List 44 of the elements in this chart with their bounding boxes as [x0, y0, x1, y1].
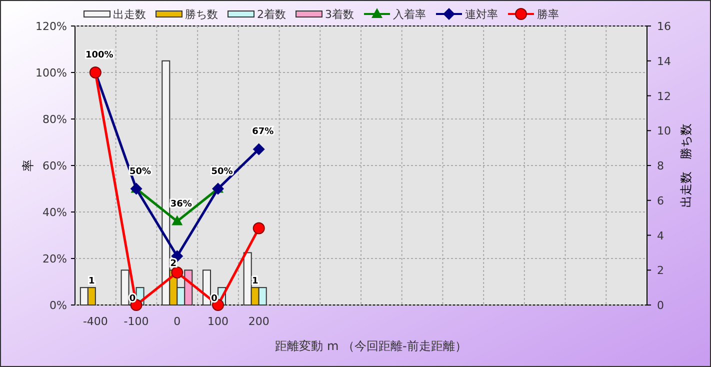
- y2-tick-label: 16: [657, 20, 671, 33]
- bar: [202, 270, 211, 306]
- data-label: 1: [252, 276, 258, 287]
- legend-label: 出走数: [113, 8, 146, 21]
- point: [252, 143, 265, 156]
- y2-tick-label: 8: [657, 160, 664, 172]
- y-tick-label: 0%: [50, 299, 67, 312]
- legend-label: 勝ち数: [185, 8, 218, 21]
- y2-tick-label: 4: [657, 229, 664, 242]
- data-label: 100%: [86, 50, 114, 60]
- data-label: 50%: [211, 166, 233, 177]
- data-label: 2: [170, 259, 177, 270]
- data-label: 67%: [252, 127, 274, 138]
- y2-axis-title: 出走数 勝ち数: [679, 124, 693, 208]
- point: [171, 266, 184, 278]
- x-tick-label: 200: [248, 315, 270, 328]
- legend-label: 勝率: [537, 8, 559, 21]
- bar: [120, 270, 130, 306]
- x-tick-label: -400: [82, 315, 108, 328]
- legend-label: 3着数: [325, 8, 354, 21]
- x-tick-label: -100: [124, 315, 149, 328]
- y-tick-label: 40%: [42, 206, 67, 219]
- data-label: 36%: [170, 199, 192, 210]
- point: [252, 222, 265, 234]
- y2-tick-label: 2: [657, 264, 664, 278]
- y2-tick-label: 0: [657, 299, 664, 312]
- legend-label: 2着数: [257, 8, 286, 21]
- y2-tick-label: 6: [657, 194, 664, 208]
- x-axis-title: 距離変動 m （今回距離-前走距離）: [275, 339, 467, 353]
- x-tick-label: 100: [208, 315, 228, 328]
- y-tick-label: 20%: [42, 252, 67, 266]
- y-tick-label: 120%: [36, 20, 67, 33]
- y-tick-label: 60%: [42, 160, 67, 172]
- x-tick-label: 0: [174, 315, 181, 328]
- point: [172, 215, 183, 226]
- legend-label: 連対率: [465, 8, 498, 21]
- y-tick-label: 80%: [42, 113, 67, 126]
- y-axis-title: 率: [21, 160, 35, 172]
- y2-tick-label: 12: [657, 90, 671, 103]
- y-tick-label: 100%: [36, 66, 67, 80]
- legend-label: 入着率: [393, 8, 426, 21]
- y2-tick-label: 10: [657, 124, 671, 138]
- data-label: 1: [88, 276, 95, 287]
- y2-tick-label: 14: [657, 54, 671, 68]
